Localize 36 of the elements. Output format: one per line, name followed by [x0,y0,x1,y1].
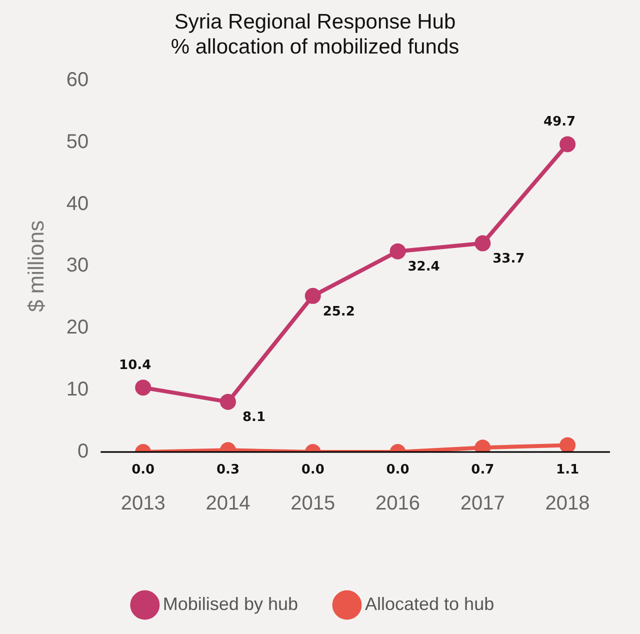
data-label: 33.7 [492,252,525,267]
y-tick-label: 10 [66,378,89,401]
y-axis-title: $ millions [23,220,48,312]
x-tick-label: 2014 [206,492,250,515]
data-label: 0.0 [386,462,410,478]
data-label: 0.0 [132,462,155,478]
data-label: 10.4 [119,358,152,373]
y-tick-label: 40 [66,192,89,215]
point [220,394,236,410]
data-label: 49.7 [544,114,576,130]
point [474,235,491,252]
y-tick-label: 30 [66,254,89,277]
x-tick-label: 2018 [545,492,590,515]
x-tick-label: 2016 [376,492,420,515]
data-label: 1.1 [556,462,580,478]
data-label: 25.2 [322,304,355,320]
data-label: 32.4 [408,260,440,275]
y-tick-label: 0 [78,440,89,463]
point [560,136,576,152]
x-tick-label: 2013 [120,492,166,515]
data-label: 8.1 [242,410,266,426]
data-label: 0.3 [216,462,240,478]
y-tick-label: 60 [66,68,89,91]
point [135,380,152,396]
point [560,437,576,452]
x-tick-label: 2015 [290,492,336,515]
data-label: 0.0 [301,462,324,478]
y-tick-label: 20 [66,316,89,339]
chart-title: Syria Regional Response Hub % allocation of mobilized funds [170,10,460,59]
data-label: 0.7 [471,462,494,478]
y-tick-label: 50 [66,130,89,153]
legend-label: Mobilised by hub [162,594,298,614]
point [390,243,406,260]
point [304,288,321,304]
legend-label: Allocated to hub [364,594,494,614]
x-tick-label: 2017 [460,492,505,515]
